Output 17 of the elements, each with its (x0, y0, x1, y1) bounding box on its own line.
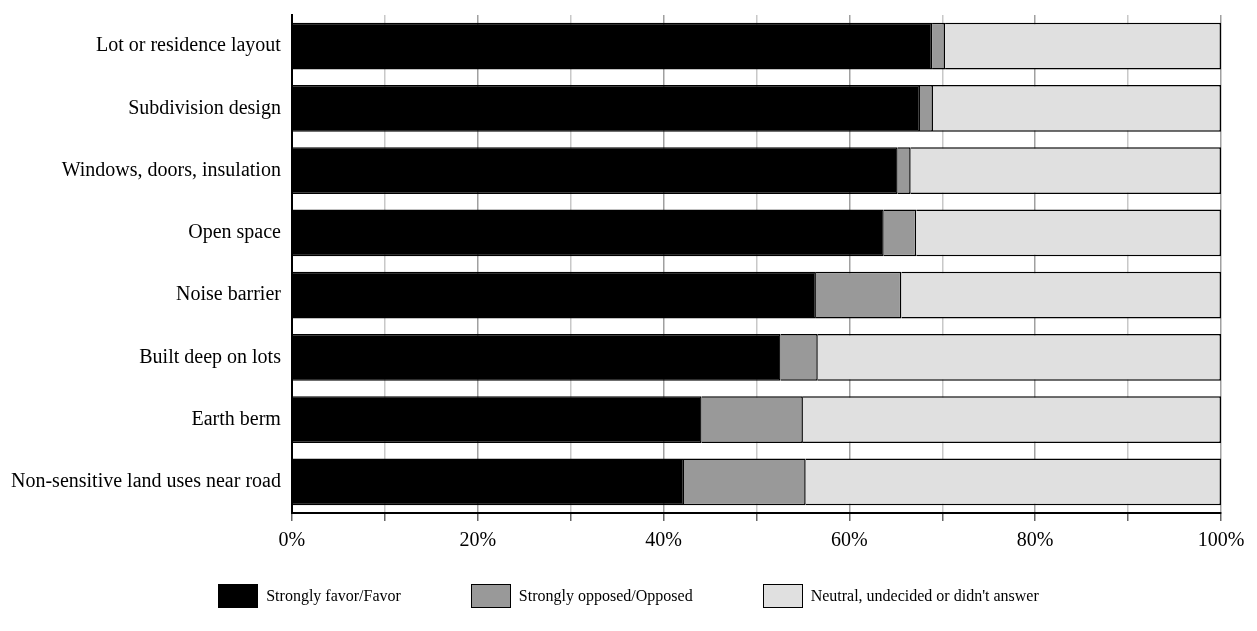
x-tick-label: 40% (645, 528, 682, 551)
x-tick-label: 80% (1016, 528, 1054, 551)
y-tick-label: Non-sensitive land uses near road (11, 469, 281, 492)
y-tick-label: Built deep on lots (139, 344, 282, 368)
legend-label: Neutral, undecided or didn't answer (810, 587, 1039, 605)
y-tick-label: Open space (188, 220, 282, 244)
x-tick-label: 0% (278, 528, 306, 551)
y-tick-label: Noise barrier (175, 282, 282, 305)
y-tick-label: Lot or residence layout (95, 33, 282, 57)
x-tick-label: 20% (459, 528, 497, 551)
legend-label: Strongly favor/Favor (266, 587, 401, 605)
y-tick-label: Subdivision design (128, 95, 281, 119)
legend-label: Strongly opposed/Opposed (518, 587, 693, 605)
x-tick-label: 100% (1197, 528, 1245, 551)
x-tick-label: 60% (831, 528, 868, 551)
y-tick-label: Earth berm (191, 406, 282, 429)
y-tick-label: Windows, doors, insulation (61, 157, 281, 180)
